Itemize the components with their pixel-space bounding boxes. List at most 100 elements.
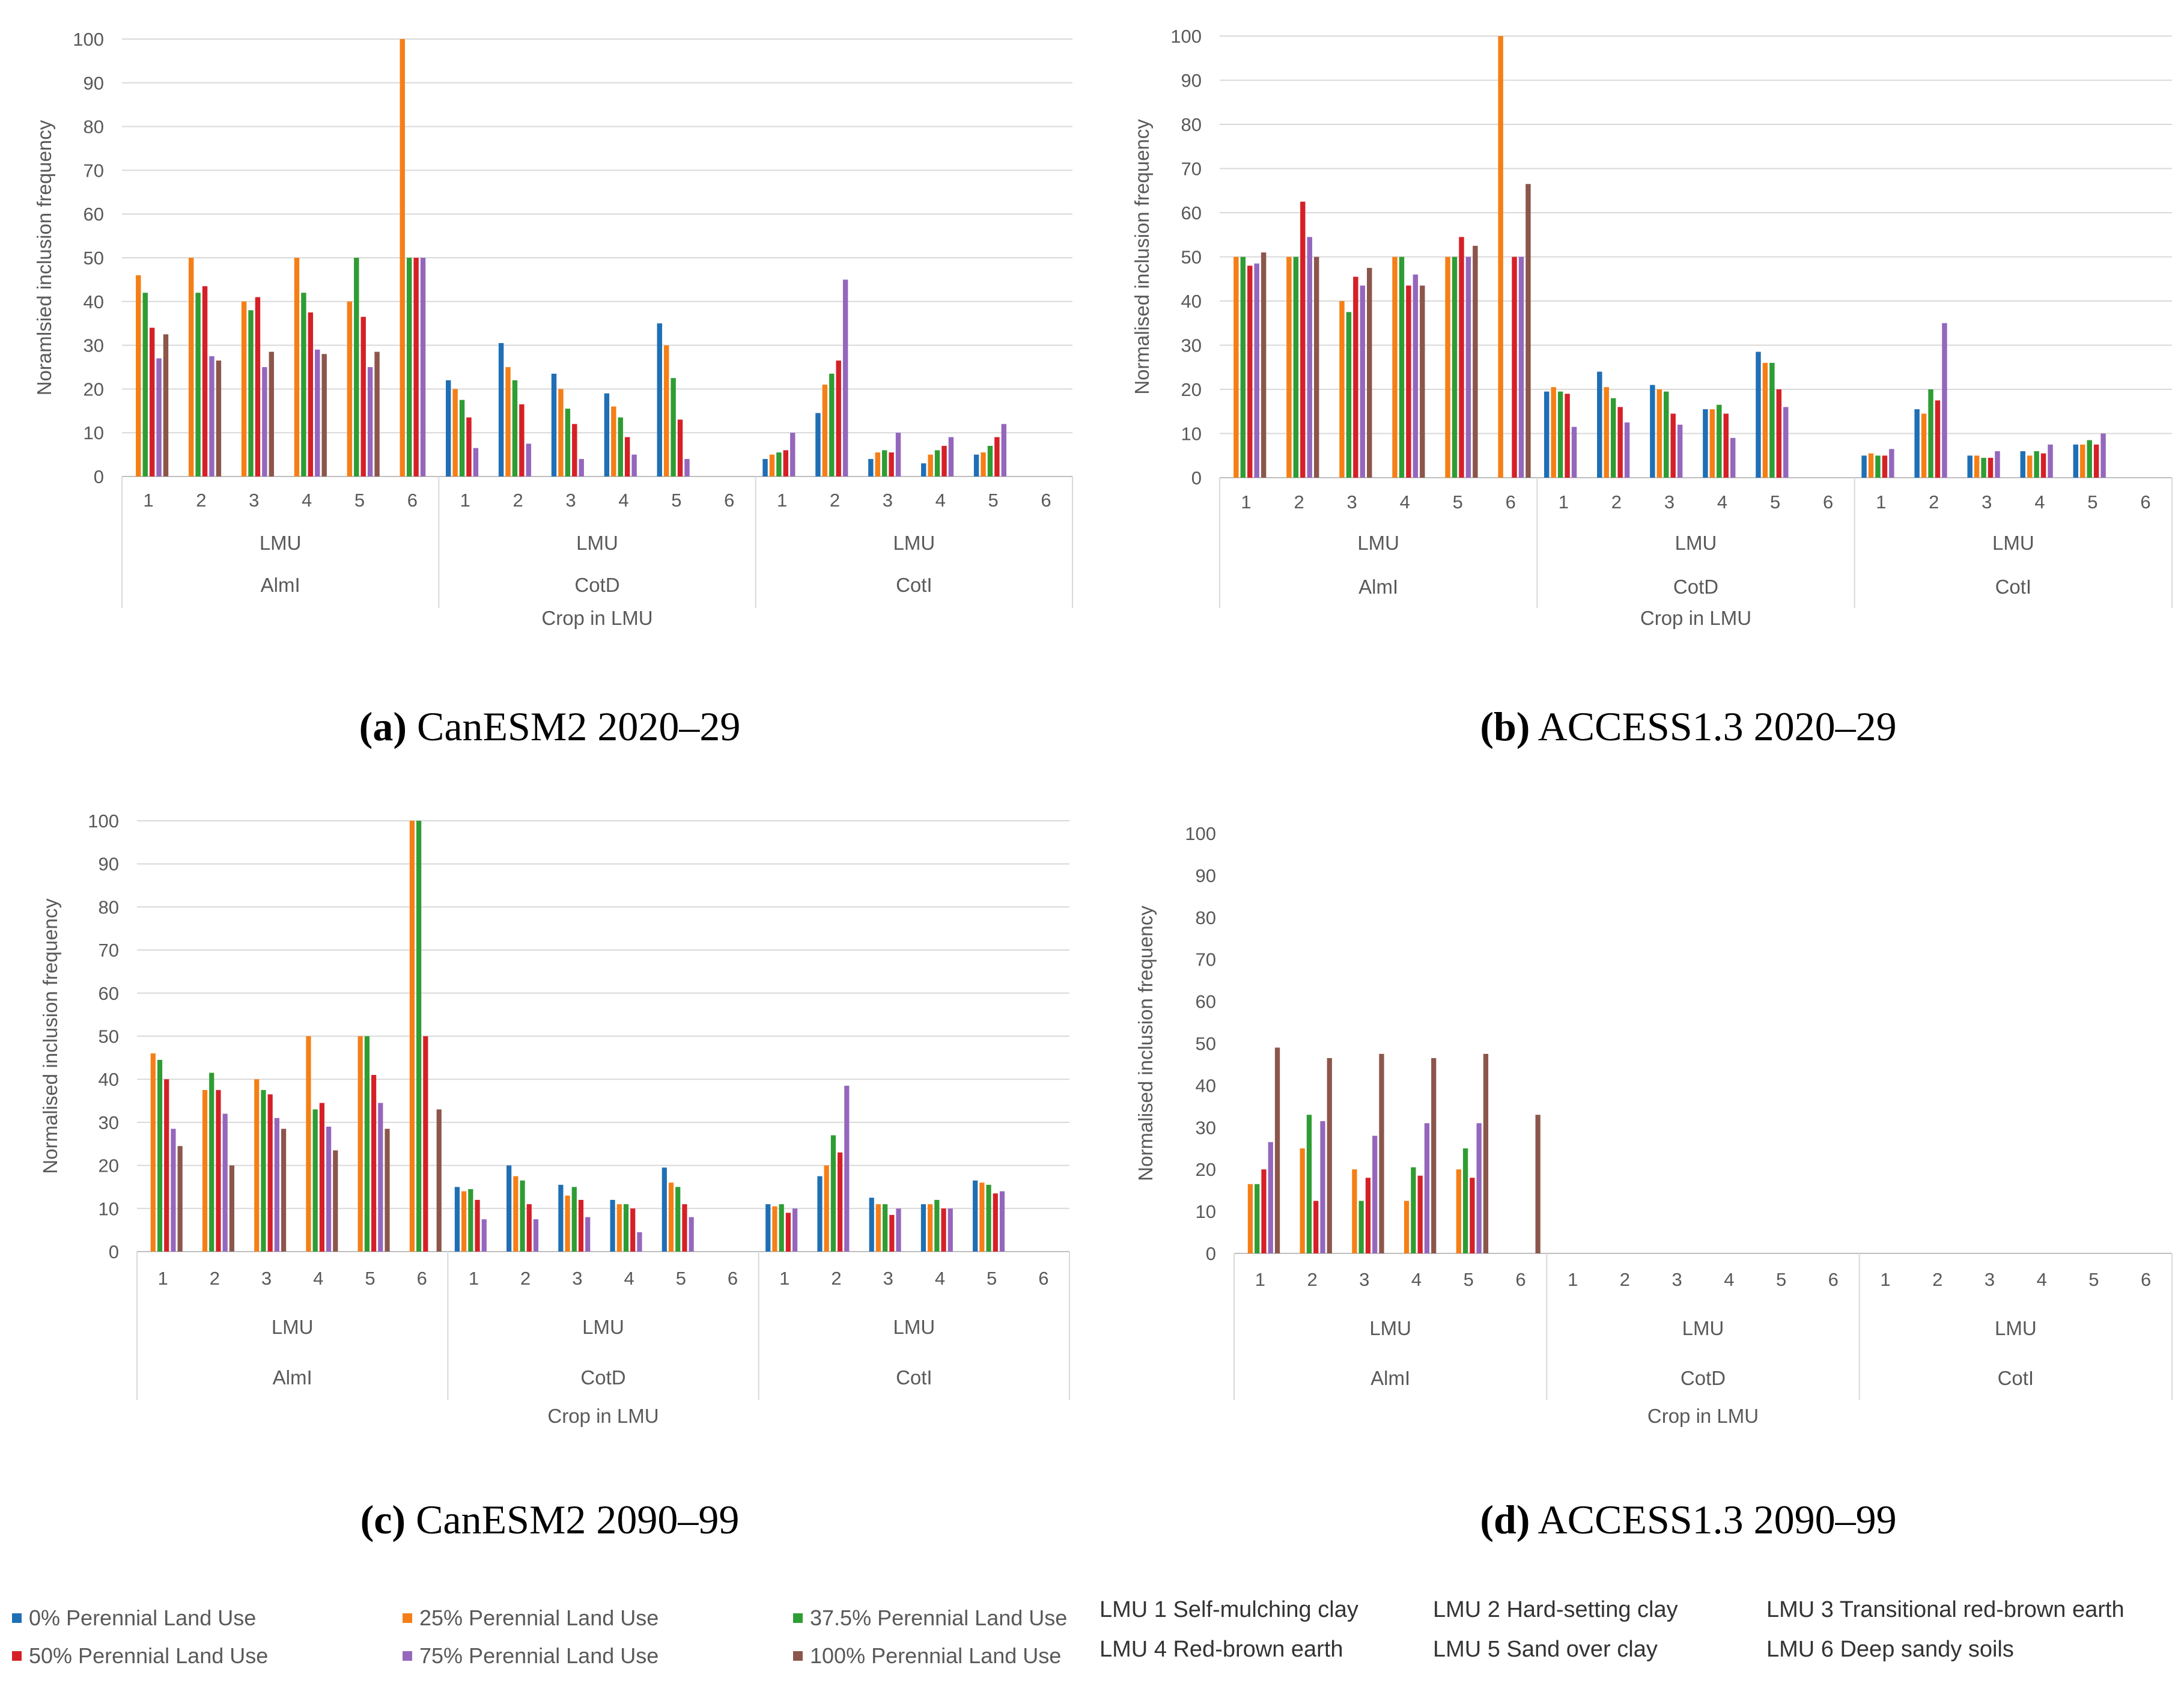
- bar-c-s4-g2-c2: [896, 1208, 901, 1252]
- x-tick-label: 3: [1672, 1269, 1682, 1290]
- bar-c-s4-g2-c1: [844, 1085, 850, 1252]
- x-tick-label: 4: [935, 1268, 945, 1289]
- crop-group-label: CotD: [1681, 1367, 1726, 1389]
- bar-a-s5-g0-c3: [321, 354, 327, 476]
- lmu-group-label: LMU: [576, 532, 618, 554]
- bar-b-s4-g0-c5: [1518, 257, 1524, 478]
- bar-a-s0-g1-c1: [498, 342, 504, 476]
- bar-c-s0-g2-c0: [765, 1204, 771, 1252]
- bar-c-s1-g1-c3: [616, 1204, 622, 1252]
- lmu-group-label: LMU: [272, 1316, 314, 1338]
- x-tick-label: 5: [2087, 491, 2097, 513]
- bar-b-s1-g0-c5: [1498, 36, 1503, 478]
- bar-b-s1-g0-c2: [1339, 301, 1345, 478]
- x-tick-label: 2: [1620, 1269, 1630, 1290]
- x-tick-label: 4: [1400, 491, 1410, 513]
- bar-b-s2-g2-c2: [1981, 457, 1986, 478]
- crop-group-label: CotD: [1673, 576, 1718, 598]
- y-tick-label: 30: [84, 335, 104, 356]
- bar-c-s0-g2-c1: [817, 1176, 823, 1252]
- bar-c-s3-g0-c5: [423, 1036, 428, 1252]
- x-tick-label: 2: [513, 490, 523, 511]
- bar-b-s2-g2-c0: [1875, 455, 1881, 478]
- caption-b-letter: (b): [1480, 704, 1530, 749]
- x-axis-title: Crop in LMU: [547, 1405, 659, 1427]
- legend-swatch-3: [12, 1651, 22, 1661]
- bar-c-s0-g1-c1: [506, 1165, 512, 1252]
- legend: 0% Perennial Land Use 25% Perennial Land…: [0, 1586, 2184, 1686]
- bar-c-s3-g0-c3: [319, 1103, 324, 1252]
- bar-c-s4-g0-c3: [326, 1127, 332, 1252]
- y-tick-label: 50: [1181, 247, 1202, 268]
- bar-d-s5-g0-c3: [1431, 1058, 1437, 1253]
- y-tick-label: 90: [84, 73, 104, 94]
- x-tick-label: 6: [2141, 1269, 2151, 1290]
- bar-a-s3-g1-c1: [519, 404, 525, 476]
- bar-a-s1-g1-c1: [505, 367, 511, 476]
- bar-d-s1-g0-c3: [1404, 1201, 1410, 1253]
- bar-a-s5-g0-c2: [269, 352, 274, 476]
- y-tick-label: 60: [1196, 991, 1216, 1012]
- bar-b-s0-g1-c4: [1756, 352, 1761, 478]
- legend-series-0: 0% Perennial Land Use: [12, 1605, 256, 1631]
- caption-b: (b) ACCESS1.3 2020–29: [1480, 703, 1896, 750]
- crop-group-label: CotI: [1998, 1367, 2034, 1389]
- x-tick-label: 1: [1255, 1269, 1265, 1290]
- bar-a-s3-g0-c3: [308, 312, 314, 476]
- bar-a-s2-g0-c4: [354, 258, 359, 476]
- bar-b-s2-g0-c3: [1399, 257, 1405, 478]
- bar-d-s4-g0-c2: [1372, 1136, 1378, 1253]
- x-tick-label: 1: [779, 1268, 789, 1289]
- bar-b-s1-g2-c3: [2027, 455, 2033, 478]
- legend-series-1: 25% Perennial Land Use: [403, 1605, 659, 1631]
- bar-c-s2-g0-c4: [364, 1036, 370, 1252]
- legend-lmu-2: LMU 2 Hard-setting clay: [1433, 1597, 1678, 1622]
- x-tick-label: 1: [1559, 491, 1569, 513]
- bar-c-s5-g0-c3: [333, 1150, 338, 1252]
- legend-series-2-label: 37.5% Perennial Land Use: [810, 1605, 1068, 1630]
- bar-c-s4-g2-c4: [999, 1191, 1005, 1252]
- bar-c-s5-g0-c5: [436, 1109, 442, 1252]
- bar-b-s3-g1-c2: [1670, 413, 1676, 478]
- bar-b-s3-g1-c4: [1776, 389, 1782, 478]
- bar-c-s5-g0-c0: [177, 1146, 183, 1252]
- bar-c-s1-g2-c0: [772, 1206, 777, 1252]
- bar-a-s4-g2-c4: [1001, 424, 1007, 476]
- y-tick-label: 80: [84, 117, 104, 138]
- x-tick-label: 6: [2140, 491, 2150, 513]
- bar-d-s3-g0-c4: [1470, 1178, 1475, 1253]
- bar-c-s2-g2-c2: [883, 1204, 888, 1252]
- bar-c-s3-g2-c1: [838, 1152, 843, 1252]
- bar-c-s4-g0-c1: [222, 1113, 228, 1252]
- legend-swatch-5: [793, 1651, 803, 1661]
- caption-a: (a) CanESM2 2020–29: [359, 703, 741, 750]
- bar-c-s3-g1-c1: [526, 1204, 532, 1252]
- x-tick-label: 6: [1038, 1268, 1048, 1289]
- bar-c-s3-g1-c0: [475, 1199, 480, 1252]
- bar-a-s4-g1-c4: [684, 458, 690, 476]
- bar-c-s2-g0-c1: [209, 1073, 214, 1252]
- lmu-group-label: LMU: [260, 532, 302, 554]
- crop-group-label: AlmI: [273, 1366, 312, 1389]
- bar-d-s5-g0-c0: [1274, 1047, 1280, 1253]
- bar-a-s2-g2-c4: [987, 446, 993, 476]
- lmu-group-label: LMU: [1682, 1317, 1724, 1339]
- x-tick-label: 1: [469, 1268, 479, 1289]
- x-tick-label: 3: [1985, 1269, 1995, 1290]
- x-tick-label: 6: [1041, 490, 1051, 511]
- x-tick-label: 3: [1347, 491, 1357, 513]
- bar-c-s4-g1-c1: [533, 1219, 539, 1252]
- bar-c-s4-g2-c0: [792, 1208, 798, 1252]
- chart-panel-d: 0 10 20 30 40 50 60 70 80 90 100 1 2 3 4 5 6 LMU AlmI 1 2 3 4 5…: [1094, 781, 2184, 1442]
- x-tick-label: 6: [417, 1268, 427, 1289]
- bar-b-s0-g2-c1: [1914, 409, 1920, 478]
- bar-c-s3-g0-c2: [267, 1094, 273, 1252]
- bar-b-s3-g1-c1: [1617, 407, 1623, 478]
- bar-b-s4-g0-c2: [1360, 285, 1366, 478]
- bar-b-s4-g2-c1: [1942, 323, 1947, 478]
- bar-b-s2-g1-c3: [1717, 404, 1722, 478]
- bar-a-s2-g2-c3: [934, 450, 940, 476]
- bar-a-s2-g1-c2: [565, 409, 571, 476]
- bar-b-s4-g2-c3: [2048, 444, 2053, 478]
- y-tick-label: 20: [1196, 1159, 1216, 1180]
